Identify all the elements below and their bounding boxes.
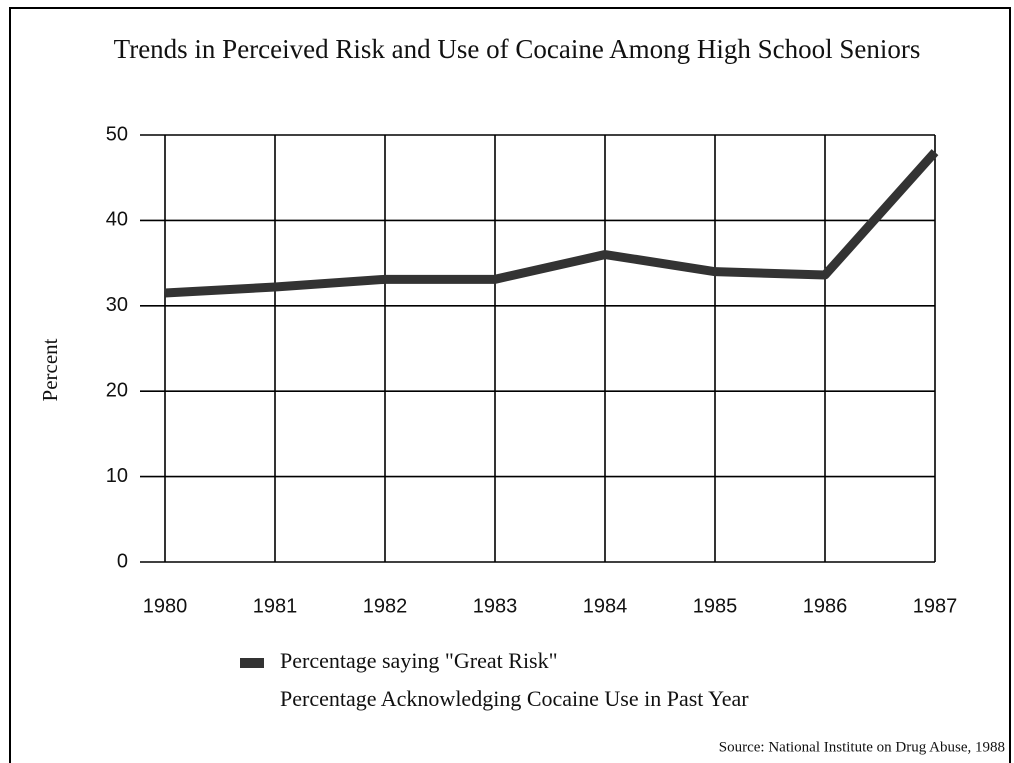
- line-series: [164, 149, 939, 298]
- x-tick-label: 1984: [583, 595, 628, 617]
- y-tick-label: 0: [117, 550, 128, 572]
- x-tick-label: 1981: [253, 595, 298, 617]
- x-tick-label: 1985: [693, 595, 738, 617]
- x-tick-label: 1987: [913, 595, 958, 617]
- y-tick-label: 10: [106, 465, 128, 487]
- y-tick-label: 50: [106, 123, 128, 145]
- y-axis-label: Percent: [38, 338, 62, 401]
- y-tick-label: 20: [106, 379, 128, 401]
- legend-label: Percentage saying "Great Risk": [280, 648, 558, 673]
- legend-swatch: [240, 658, 264, 668]
- frame: [9, 7, 1011, 763]
- x-tick-label: 1986: [803, 595, 848, 617]
- x-tick-label: 1983: [473, 595, 518, 617]
- chart-title: Trends in Perceived Risk and Use of Coca…: [114, 34, 921, 64]
- y-tick-label: 30: [106, 294, 128, 316]
- x-tick-label: 1982: [363, 595, 408, 617]
- y-tick-label: 40: [106, 209, 128, 231]
- source: Source: National Institute on Drug Abuse…: [719, 739, 1005, 755]
- legend-label: Percentage Acknowledging Cocaine Use in …: [280, 686, 749, 711]
- x-tick-label: 1980: [143, 595, 188, 617]
